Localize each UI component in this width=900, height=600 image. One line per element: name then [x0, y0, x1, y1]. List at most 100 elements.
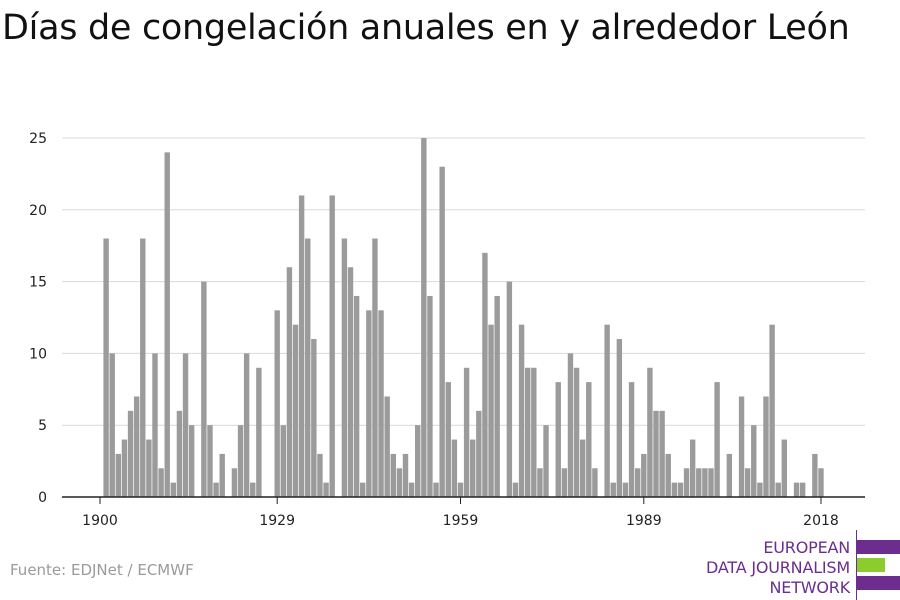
- bar-2008: [757, 482, 763, 497]
- bar-1915: [188, 425, 195, 497]
- bar-1960: [463, 367, 470, 497]
- gridlines: [62, 137, 865, 426]
- bar-2007: [751, 425, 757, 497]
- bar-1996: [683, 468, 690, 497]
- bar-1989: [641, 453, 647, 497]
- bar-1964: [488, 324, 494, 497]
- bar-1926: [256, 367, 262, 497]
- bar-2003: [726, 453, 733, 497]
- bar-1905: [127, 410, 134, 497]
- bar-1967: [506, 281, 513, 497]
- bar-1925: [250, 482, 256, 497]
- bar-1990: [647, 367, 653, 497]
- bar-1958: [451, 439, 458, 497]
- x-tick-label: 2018: [803, 513, 839, 529]
- bar-1968: [512, 482, 519, 497]
- y-tick-label: 20: [29, 203, 47, 219]
- bar-1976: [561, 468, 568, 497]
- bar-1913: [176, 410, 183, 497]
- bar-1971: [531, 367, 537, 497]
- bar-1945: [372, 238, 378, 497]
- bar-2009: [763, 396, 769, 497]
- bar-1952: [415, 425, 421, 497]
- bar-1948: [390, 453, 396, 497]
- x-tick-label: 1959: [443, 513, 479, 529]
- logo-bar-purple-top: [857, 540, 900, 554]
- bar-1994: [671, 482, 678, 497]
- bars: [103, 138, 824, 498]
- bar-1981: [592, 468, 598, 497]
- bar-1992: [659, 410, 665, 497]
- bar-1959: [457, 482, 464, 497]
- bar-1932: [292, 324, 299, 497]
- bar-1907: [140, 238, 146, 497]
- bar-1911: [164, 152, 170, 498]
- bar-1962: [476, 410, 482, 497]
- bar-2012: [781, 439, 788, 497]
- bar-1977: [567, 353, 574, 497]
- bar-1985: [616, 339, 623, 497]
- logo-text: EUROPEAN DATA JOURNALISM NETWORK: [706, 538, 850, 598]
- bar-1918: [207, 425, 213, 497]
- bar-1997: [689, 439, 696, 497]
- bar-2011: [775, 482, 781, 497]
- bar-1972: [537, 468, 543, 497]
- logo-bar-purple-bottom: [857, 576, 900, 590]
- bar-1940: [341, 238, 348, 497]
- bar-1975: [555, 382, 561, 497]
- bar-1979: [579, 439, 586, 497]
- bar-1969: [518, 324, 525, 497]
- bar-1947: [384, 396, 390, 497]
- bar-2005: [738, 396, 745, 497]
- bar-2014: [793, 482, 800, 497]
- x-tick-label: 1989: [626, 513, 662, 529]
- y-tick-label: 25: [29, 131, 47, 147]
- bar-1999: [702, 468, 708, 497]
- logo-line-2: DATA JOURNALISM: [706, 558, 850, 577]
- bar-1923: [237, 425, 244, 497]
- bar-1934: [305, 238, 311, 497]
- bar-2015: [799, 482, 806, 497]
- bar-1944: [366, 310, 372, 497]
- bar-1983: [604, 324, 610, 497]
- bar-1904: [121, 439, 128, 497]
- bar-1963: [482, 252, 488, 497]
- bar-1912: [170, 482, 177, 497]
- bar-1943: [360, 482, 366, 497]
- bar-2017: [812, 453, 818, 497]
- bar-1922: [231, 468, 238, 497]
- bar-1931: [286, 267, 293, 497]
- bar-1930: [280, 425, 286, 497]
- bar-1987: [628, 382, 635, 497]
- bar-1998: [696, 468, 702, 497]
- bar-2018: [818, 468, 824, 497]
- bar-1929: [274, 310, 280, 497]
- bar-1970: [525, 367, 531, 497]
- bar-2006: [744, 468, 751, 497]
- bar-1955: [433, 482, 439, 497]
- logo-bar-green: [857, 558, 885, 572]
- y-axis-ticks: 0 5 10 15 20 25: [29, 131, 47, 506]
- chart-title: Días de congelación anuales en y alreded…: [2, 8, 850, 48]
- bar-2000: [708, 468, 714, 497]
- x-tick-label: 1900: [82, 513, 118, 529]
- bar-1954: [427, 295, 433, 497]
- bar-1961: [470, 439, 476, 497]
- bar-1902: [109, 353, 115, 497]
- bar-1953: [421, 138, 427, 497]
- bar-1980: [586, 382, 592, 497]
- bar-1941: [347, 267, 354, 497]
- bar-2010: [769, 324, 775, 497]
- bar-1938: [329, 195, 335, 497]
- bar-1965: [494, 295, 500, 497]
- bar-1950: [402, 453, 409, 497]
- bar-1933: [298, 195, 305, 497]
- y-tick-label: 0: [38, 490, 47, 506]
- x-tick-label: 1929: [259, 513, 295, 529]
- bar-1984: [610, 482, 616, 497]
- source-note: Fuente: EDJNet / ECMWF: [10, 561, 194, 579]
- bar-1988: [634, 468, 641, 497]
- logo-line-3: NETWORK: [769, 578, 851, 597]
- bar-1909: [152, 353, 158, 497]
- bar-1957: [445, 382, 451, 497]
